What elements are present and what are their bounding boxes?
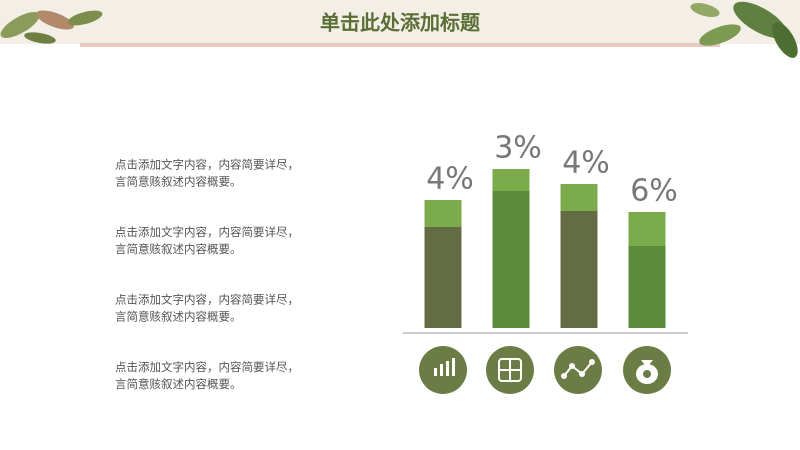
bar-annotation: 6%	[630, 174, 678, 209]
bar-segment	[560, 211, 598, 328]
bar-annotation: 3%	[494, 131, 542, 166]
bar-segment	[424, 200, 462, 227]
body-text: 言简意赅叙述内容概要。	[115, 310, 242, 324]
bar-segment	[492, 191, 530, 328]
body-text: 点击添加文字内容，内容简要详尽，	[115, 360, 299, 374]
slide-title: 单击此处添加标题	[320, 11, 481, 35]
body-text: 点击添加文字内容，内容简要详尽，	[115, 158, 299, 172]
header-line	[80, 43, 720, 47]
leaf-decoration-right	[690, 1, 798, 58]
bar-segment	[560, 184, 598, 211]
body-text: 言简意赅叙述内容概要。	[115, 377, 242, 391]
body-text: 点击添加文字内容，内容简要详尽，	[115, 293, 299, 307]
icons	[419, 346, 671, 394]
bar-annotation: 4%	[426, 162, 474, 197]
body-text: 点击添加文字内容，内容简要详尽，	[115, 225, 299, 239]
bar-annotation: 4%	[562, 146, 610, 181]
header-band	[0, 0, 800, 44]
bar-segment	[424, 227, 462, 328]
bar-segment	[628, 246, 666, 328]
bar-segment	[628, 212, 666, 246]
body-text: 言简意赅叙述内容概要。	[115, 242, 242, 256]
bar-segment	[492, 169, 530, 191]
leaf-decoration-left	[0, 10, 103, 44]
body-text: 言简意赅叙述内容概要。	[115, 175, 242, 189]
